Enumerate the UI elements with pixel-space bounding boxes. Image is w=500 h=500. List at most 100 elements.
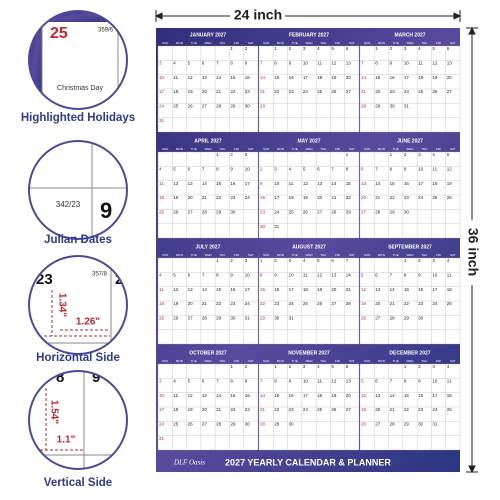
day-number: 17 [159, 407, 165, 412]
day-number: 26 [303, 210, 309, 215]
day-number: 10 [159, 75, 165, 80]
day-number: 11 [317, 379, 322, 384]
day-number: 29 [230, 422, 236, 427]
day-number: 7 [260, 379, 263, 384]
day-number: 28 [346, 301, 352, 306]
day-number: 13 [361, 181, 367, 186]
day-number: 23 [260, 210, 266, 215]
day-number: 1 [230, 364, 233, 369]
width-dimension [154, 10, 462, 22]
day-number: 25 [173, 422, 179, 427]
brand: DLF Oasis [173, 459, 205, 467]
day-number: 6 [361, 167, 364, 172]
day-number: 30 [404, 210, 410, 215]
day-number: 20 [317, 195, 323, 200]
weekday: MON [176, 41, 183, 45]
weekday: SAT [248, 147, 254, 151]
day-number: 14 [346, 273, 352, 278]
weekday: FRI [335, 41, 340, 45]
day-number: 24 [404, 89, 410, 94]
weekday: MON [176, 147, 183, 151]
day-number: 27 [202, 104, 208, 109]
weekday: TUE [191, 41, 197, 45]
day-number: 19 [188, 89, 194, 94]
day-number: 16 [390, 75, 396, 80]
day-number: 25 [303, 301, 309, 306]
day-number: 13 [188, 181, 194, 186]
day-number: 13 [202, 75, 208, 80]
weekday: FRI [234, 147, 239, 151]
day-number: 19 [173, 301, 179, 306]
day-number: 13 [375, 393, 381, 398]
day-number: 18 [303, 287, 309, 292]
day-number: 3 [159, 379, 162, 384]
day-number: 12 [447, 167, 453, 172]
day-number: 4 [317, 364, 320, 369]
day-number: 29 [230, 104, 236, 109]
day-number: 15 [404, 393, 410, 398]
weekday: SUN [364, 41, 370, 45]
day-number: 17 [404, 75, 410, 80]
day-number: 7 [216, 61, 219, 66]
day-number: 11 [447, 379, 452, 384]
day-number: 9 [390, 61, 393, 66]
day-number: 9 [274, 273, 277, 278]
day-number: 2 [245, 364, 248, 369]
width-label: 24 inch [234, 7, 282, 23]
day-number: 24 [245, 301, 251, 306]
day-number: 7 [260, 61, 263, 66]
day-number: 23 [274, 301, 280, 306]
day-number: 17 [274, 195, 280, 200]
weekday: TUE [393, 147, 399, 151]
day-number: 11 [303, 273, 308, 278]
julian-date: 359/6 [98, 28, 114, 34]
day-number: 18 [159, 195, 165, 200]
day-number: 24 [159, 104, 165, 109]
month-title: AUGUST 2027 [292, 244, 326, 250]
weekday: THU [421, 41, 427, 45]
day-number: 29 [274, 422, 280, 427]
day-number: 5 [331, 46, 334, 51]
weekday: THU [421, 253, 427, 257]
day-number: 22 [260, 301, 266, 306]
day-number: 1 [260, 258, 263, 263]
height-label: 36 inch [465, 228, 481, 276]
day-number: 8 [56, 369, 64, 386]
day-number: 21 [202, 301, 208, 306]
day-number: 6 [375, 379, 378, 384]
day-number: 3 [432, 258, 435, 263]
day-number: 22 [375, 89, 381, 94]
day-number: 22 [274, 407, 280, 412]
month-title: NOVEMBER 2027 [288, 350, 330, 356]
day-number: 29 [404, 316, 410, 321]
month-title: JUNE 2027 [397, 138, 423, 144]
day-number: 4 [159, 167, 162, 172]
day-number: 16 [260, 195, 266, 200]
day-number: 25 [447, 301, 453, 306]
height-measure: 1.54" [48, 400, 59, 424]
day-number: 2 [289, 46, 292, 51]
day-number: 13 [202, 393, 208, 398]
day-number: 15 [346, 181, 352, 186]
day-number: 12 [303, 181, 309, 186]
day-number: 19 [361, 407, 367, 412]
day-number: 22 [230, 89, 236, 94]
month-title: JULY 2027 [196, 244, 221, 250]
day-number: 5 [303, 167, 306, 172]
day-number: 15 [375, 75, 381, 80]
day-number: 31 [245, 316, 251, 321]
day-number: 19 [317, 287, 323, 292]
day-number: 20 [331, 287, 337, 292]
day-number: 18 [447, 393, 453, 398]
day-number: 31 [432, 422, 438, 427]
day-number: 28 [361, 104, 367, 109]
day-number: 27 [346, 407, 352, 412]
day-number: 17 [289, 287, 295, 292]
day-number: 7 [331, 167, 334, 172]
day-number: 4 [173, 61, 176, 66]
weekday: FRI [335, 147, 340, 151]
day-number: 13 [317, 181, 323, 186]
day-number: 7 [216, 379, 219, 384]
day-number: 6 [317, 167, 320, 172]
day-number: 2 [230, 152, 233, 157]
